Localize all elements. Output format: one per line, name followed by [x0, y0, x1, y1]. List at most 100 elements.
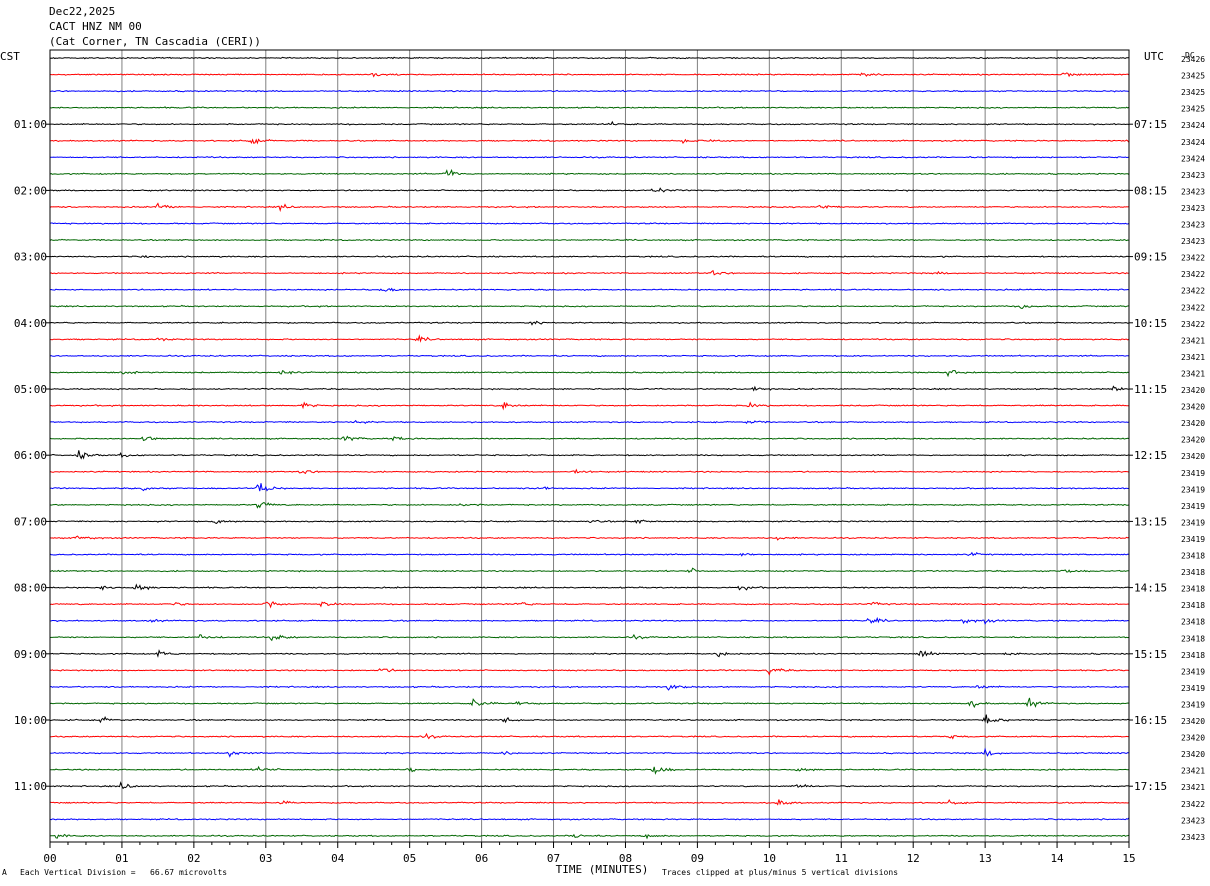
seismic-trace	[49, 304, 1130, 310]
seismic-trace	[49, 269, 1130, 276]
dc-value: 23420	[1181, 419, 1205, 428]
utc-hour-label: 08:15	[1134, 184, 1167, 197]
dc-value: 23419	[1181, 485, 1205, 494]
seismic-trace	[49, 401, 1130, 411]
seismic-trace	[49, 817, 1130, 821]
dc-value: 23425	[1181, 88, 1205, 97]
seismic-trace	[49, 519, 1130, 524]
seismic-trace	[49, 106, 1130, 110]
dc-value: 23420	[1181, 734, 1205, 743]
utc-zone-label: UTC	[1144, 50, 1164, 63]
utc-hour-label: 17:15	[1134, 780, 1167, 793]
seismic-trace	[49, 601, 1130, 609]
dc-value: 23421	[1181, 336, 1205, 345]
utc-hour-label: 12:15	[1134, 449, 1167, 462]
seismic-trace	[49, 369, 1130, 378]
dc-value: 23420	[1181, 436, 1205, 445]
dc-value: 23419	[1181, 684, 1205, 693]
dc-value: 23423	[1181, 221, 1205, 230]
dc-value: 23418	[1181, 568, 1205, 577]
dc-value: 23422	[1181, 287, 1205, 296]
seismic-trace	[49, 385, 1130, 392]
seismic-trace	[49, 781, 1130, 790]
dc-value: 23422	[1181, 320, 1205, 329]
x-tick-label: 02	[187, 852, 200, 865]
frame-border	[49, 49, 1130, 843]
seismic-trace	[49, 833, 1130, 840]
seismic-trace	[49, 765, 1130, 775]
seismic-trace	[49, 287, 1130, 292]
utc-hour-label: 15:15	[1134, 648, 1167, 661]
seismic-trace	[49, 435, 1130, 442]
dc-value: 23420	[1181, 386, 1205, 395]
x-tick-label: 05	[403, 852, 416, 865]
dc-column-label: DC	[1185, 51, 1195, 60]
cst-hour-label: 08:00	[14, 582, 47, 595]
seismic-trace	[49, 583, 1130, 591]
axis-labels: 00 01 02 03 04 05 06 07 08 09 10 11 12 13 14 15 23426 234…	[14, 55, 1205, 865]
x-tick-label: 10	[763, 852, 776, 865]
dc-value: 23423	[1181, 171, 1205, 180]
dc-value: 23422	[1181, 800, 1205, 809]
dc-value: 23425	[1181, 72, 1205, 81]
x-tick-label: 13	[979, 852, 992, 865]
cst-hour-label: 11:00	[14, 780, 47, 793]
seismic-trace	[49, 254, 1130, 259]
chart-subtitle: (Cat Corner, TN Cascadia (CERI))	[49, 35, 261, 48]
cst-hour-label: 06:00	[14, 449, 47, 462]
dc-value: 23419	[1181, 518, 1205, 527]
x-tick-label: 11	[835, 852, 848, 865]
dc-value: 23422	[1181, 303, 1205, 312]
utc-hour-label: 09:15	[1134, 251, 1167, 264]
cst-zone-label: CST	[0, 50, 20, 63]
dc-value: 23421	[1181, 767, 1205, 776]
utc-hour-label: 10:15	[1134, 317, 1167, 330]
dc-value: 23423	[1181, 187, 1205, 196]
dc-value: 23419	[1181, 535, 1205, 544]
dc-value: 23426	[1181, 55, 1205, 64]
seismic-trace	[49, 89, 1130, 93]
x-tick-label: 01	[115, 852, 128, 865]
dc-value: 23421	[1181, 783, 1205, 792]
dc-value: 23419	[1181, 469, 1205, 478]
seismic-trace	[49, 138, 1130, 145]
x-tick-label: 06	[475, 852, 488, 865]
dc-value: 23420	[1181, 452, 1205, 461]
seismic-trace	[49, 798, 1130, 806]
utc-hour-label: 11:15	[1134, 383, 1167, 396]
seismic-trace	[49, 238, 1130, 242]
cst-hour-label: 10:00	[14, 714, 47, 727]
seismic-trace	[49, 120, 1130, 126]
dc-value: 23423	[1181, 237, 1205, 246]
seismic-trace	[49, 320, 1130, 326]
minute-gridlines	[121, 50, 1058, 842]
seismic-trace	[49, 616, 1130, 625]
dc-value: 23421	[1181, 353, 1205, 362]
cst-hour-label: 03:00	[14, 251, 47, 264]
seismic-trace	[49, 202, 1130, 213]
x-axis-title: TIME (MINUTES)	[556, 863, 649, 876]
seismic-trace	[50, 334, 1130, 343]
dc-value: 23420	[1181, 403, 1205, 412]
x-tick-label: 00	[43, 852, 56, 865]
seismic-trace	[49, 747, 1130, 758]
seismic-traces	[49, 56, 1130, 840]
x-tick-label: 12	[907, 852, 920, 865]
chart-title: CACT HNZ NM 00	[49, 20, 142, 33]
seismic-trace	[49, 354, 1130, 358]
dc-value: 23418	[1181, 585, 1205, 594]
seismic-trace	[49, 187, 1130, 193]
x-tick-label: 07	[547, 852, 560, 865]
x-tick-label: 03	[259, 852, 272, 865]
x-tick-label: 04	[331, 852, 345, 865]
utc-hour-label: 14:15	[1134, 582, 1167, 595]
x-tick-label: 09	[691, 852, 704, 865]
utc-hour-label: 07:15	[1134, 118, 1167, 131]
dc-value: 23419	[1181, 700, 1205, 709]
dc-value: 23419	[1181, 667, 1205, 676]
dc-value: 23424	[1181, 138, 1205, 147]
cst-hour-label: 07:00	[14, 515, 47, 528]
seismic-trace	[49, 684, 1130, 691]
seismic-trace	[49, 72, 1130, 78]
